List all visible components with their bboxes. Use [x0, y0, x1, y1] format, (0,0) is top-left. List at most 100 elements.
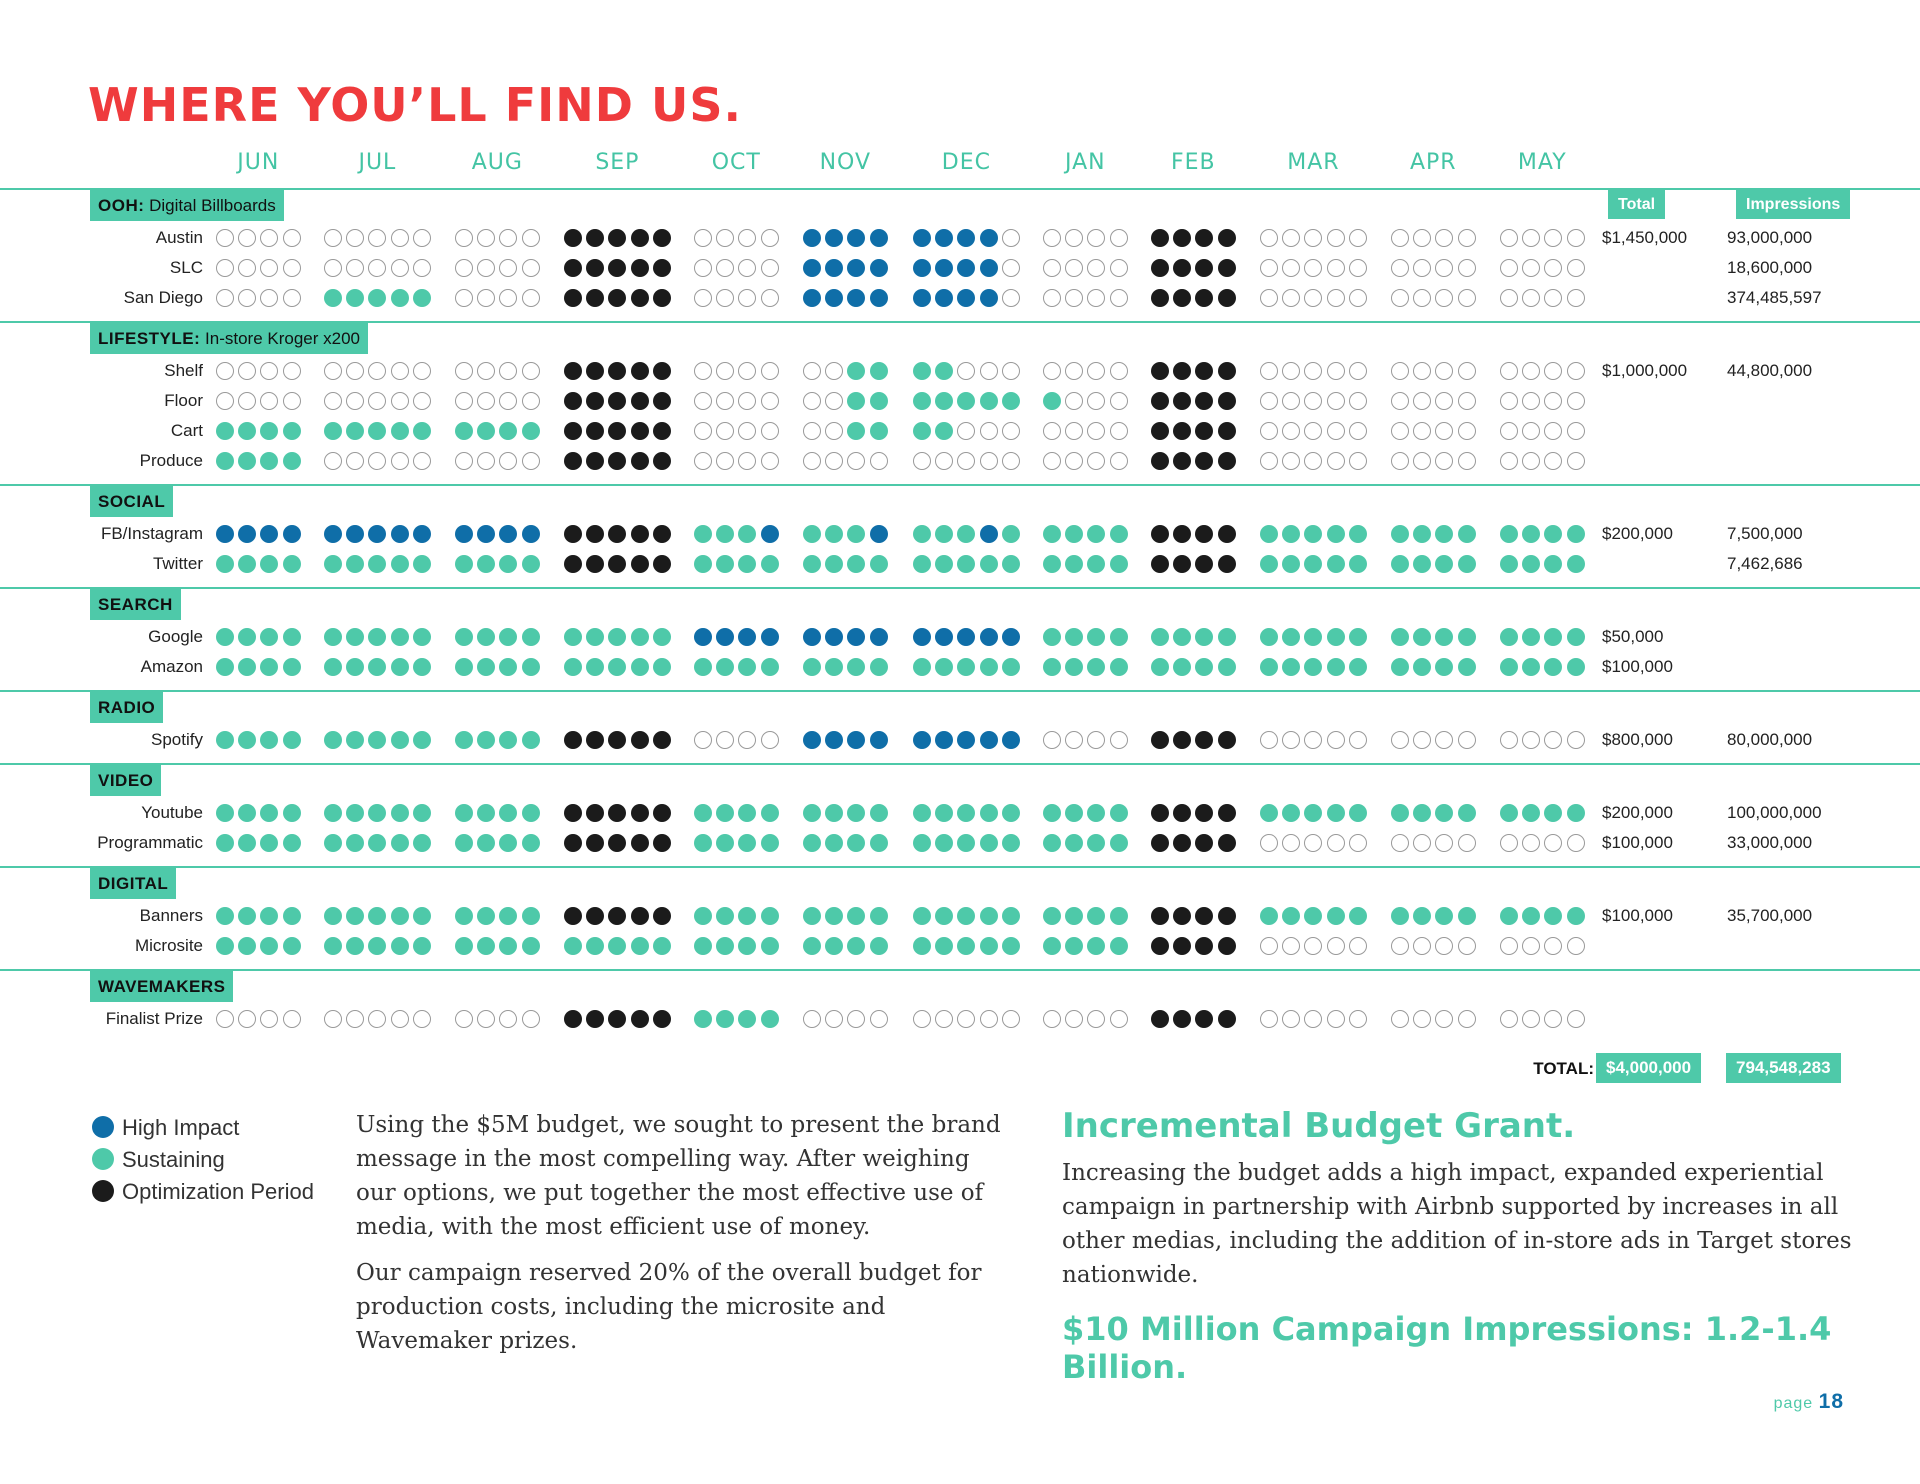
optimization-dot [630, 1010, 649, 1028]
optimization-dot [630, 907, 649, 925]
empty-dot [1413, 731, 1432, 749]
high-impact-dot [803, 628, 821, 646]
empty-dot [324, 1010, 342, 1028]
sustaining-dot [260, 834, 279, 852]
sustaining-dot [216, 731, 234, 749]
empty-dot [716, 731, 735, 749]
row-total: $1,450,000 [1602, 228, 1688, 247]
empty-dot [1566, 392, 1585, 410]
empty-dot [1457, 937, 1476, 955]
empty-dot [1043, 452, 1061, 470]
empty-dot [869, 452, 888, 470]
section-category: OOH: [98, 196, 145, 215]
sustaining-dot [847, 422, 866, 440]
sustaining-dot [1087, 658, 1106, 676]
sustaining-dot [499, 907, 518, 925]
schedule-row: Floor [0, 386, 1920, 416]
optimization-dot [564, 834, 582, 852]
row-impressions: 33,000,000 [1727, 833, 1813, 852]
row-impressions: 374,485,597 [1727, 288, 1822, 307]
optimization-dot [608, 804, 627, 822]
empty-dot [412, 392, 431, 410]
sustaining-dot [324, 907, 342, 925]
sustaining-dot [477, 628, 496, 646]
empty-dot [499, 229, 518, 247]
empty-dot [913, 1010, 931, 1028]
sustaining-dot [1260, 555, 1278, 573]
schedule-row: Microsite [0, 931, 1920, 961]
sustaining-dot [1087, 555, 1106, 573]
sustaining-dot [1326, 907, 1345, 925]
body-paragraph: Our campaign reserved 20% of the overall… [356, 1260, 982, 1354]
empty-dot [1522, 1010, 1541, 1028]
sustaining-dot [1304, 555, 1323, 573]
optimization-dot [1217, 289, 1236, 307]
optimization-dot [564, 804, 582, 822]
optimization-dot [1151, 731, 1169, 749]
sustaining-dot [979, 804, 998, 822]
optimization-dot [608, 1010, 627, 1028]
sustaining-dot [1435, 555, 1454, 573]
high-impact-dot [979, 289, 998, 307]
empty-dot [1413, 362, 1432, 380]
sustaining-dot [847, 658, 866, 676]
sustaining-dot [390, 289, 409, 307]
sustaining-dot [412, 289, 431, 307]
high-impact-dot [738, 628, 757, 646]
schedule-row: Banners $100,000 35,700,000 [0, 901, 1920, 931]
sustaining-dot [1260, 658, 1278, 676]
empty-dot [1435, 452, 1454, 470]
section-social: SOCIAL FB/Instagram $200,000 7,500,000 Twitt… [0, 484, 1920, 587]
empty-dot [282, 392, 301, 410]
sustaining-dot [847, 804, 866, 822]
sustaining-dot [935, 658, 954, 676]
sustaining-dot [1391, 658, 1409, 676]
empty-dot [1001, 259, 1020, 277]
optimization-dot [652, 362, 671, 380]
optimization-dot [586, 525, 605, 543]
empty-dot [1391, 392, 1409, 410]
high-impact-dot [238, 525, 257, 543]
row-total: $50,000 [1602, 627, 1664, 646]
high-impact-dot [869, 525, 888, 543]
optimization-dot [1217, 229, 1236, 247]
empty-dot [282, 362, 301, 380]
empty-dot [1457, 229, 1476, 247]
month-label: APR [1409, 150, 1457, 175]
empty-dot [738, 229, 757, 247]
high-impact-dot [847, 628, 866, 646]
sustaining-dot [738, 804, 757, 822]
empty-dot [738, 362, 757, 380]
sustaining-dot [803, 907, 821, 925]
row-total: $1,000,000 [1602, 361, 1688, 380]
sustaining-dot [1544, 555, 1563, 573]
optimization-dot [586, 422, 605, 440]
legend-label: Optimization Period [122, 1179, 314, 1204]
sustaining-dot [869, 422, 888, 440]
sustaining-dot [521, 731, 540, 749]
sustaining-dot [935, 362, 954, 380]
sustaining-dot [1109, 628, 1128, 646]
empty-dot [1413, 229, 1432, 247]
empty-dot [216, 289, 234, 307]
empty-dot [716, 362, 735, 380]
empty-dot [1457, 259, 1476, 277]
high-impact-dot [935, 628, 954, 646]
month-label: MAY [1517, 150, 1567, 175]
empty-dot [1566, 834, 1585, 852]
optimization-dot [1151, 289, 1169, 307]
sustaining-dot [282, 452, 301, 470]
empty-dot [694, 362, 712, 380]
empty-dot [1087, 422, 1106, 440]
sustaining-dot [1500, 658, 1518, 676]
empty-dot [1109, 422, 1128, 440]
sustaining-dot [260, 907, 279, 925]
empty-dot [499, 452, 518, 470]
sustaining-dot [1043, 392, 1061, 410]
sustaining-dot [216, 834, 234, 852]
empty-dot [1544, 1010, 1563, 1028]
sustaining-dot [1001, 937, 1020, 955]
sustaining-dot [412, 658, 431, 676]
empty-dot [1500, 731, 1518, 749]
empty-dot [694, 229, 712, 247]
